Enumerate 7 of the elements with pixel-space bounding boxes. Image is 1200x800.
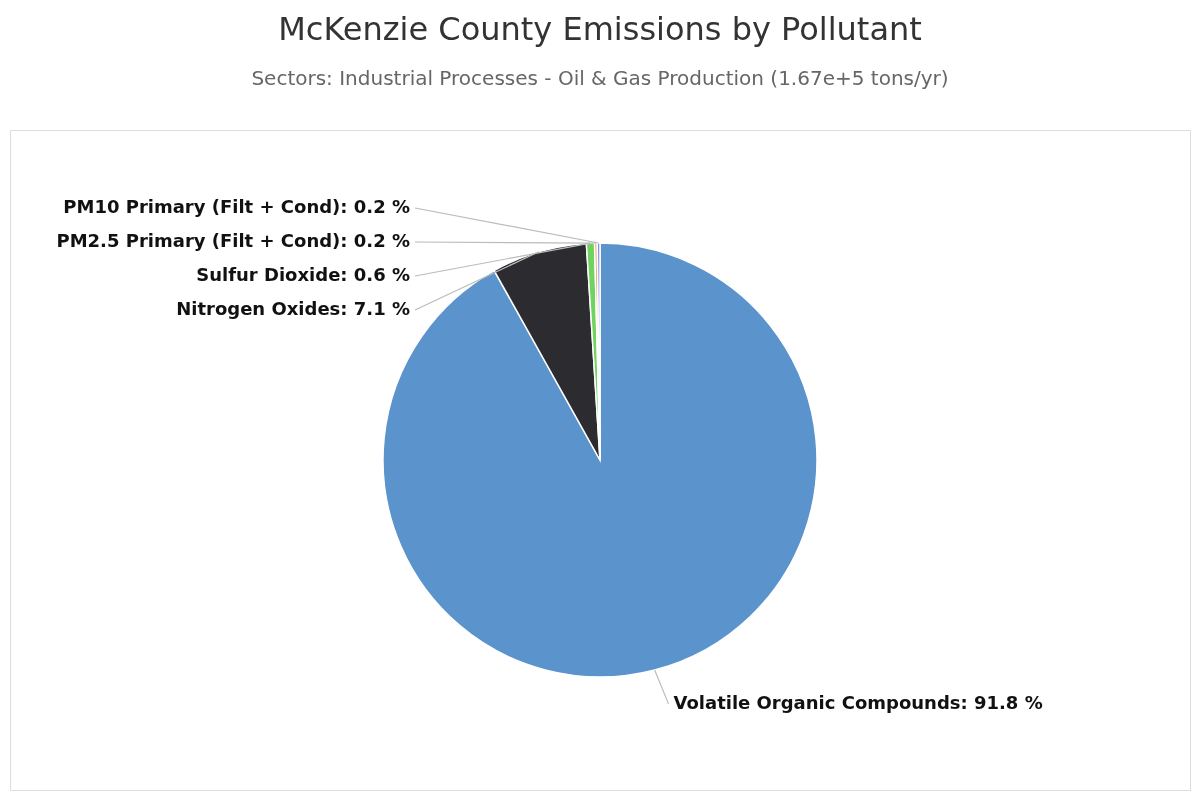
slice-label: PM2.5 Primary (Filt + Cond): 0.2 % xyxy=(56,230,410,251)
chart-title: McKenzie County Emissions by Pollutant xyxy=(278,10,922,48)
chart-subtitle: Sectors: Industrial Processes - Oil & Gas Production (1.67e+5 tons/yr) xyxy=(251,66,949,90)
slice-label: PM10 Primary (Filt + Cond): 0.2 % xyxy=(63,196,410,217)
slice-label: Nitrogen Oxides: 7.1 % xyxy=(176,298,410,320)
slice-label: Volatile Organic Compounds: 91.8 % xyxy=(673,691,1043,713)
slice-label: Sulfur Dioxide: 0.6 % xyxy=(196,264,410,286)
